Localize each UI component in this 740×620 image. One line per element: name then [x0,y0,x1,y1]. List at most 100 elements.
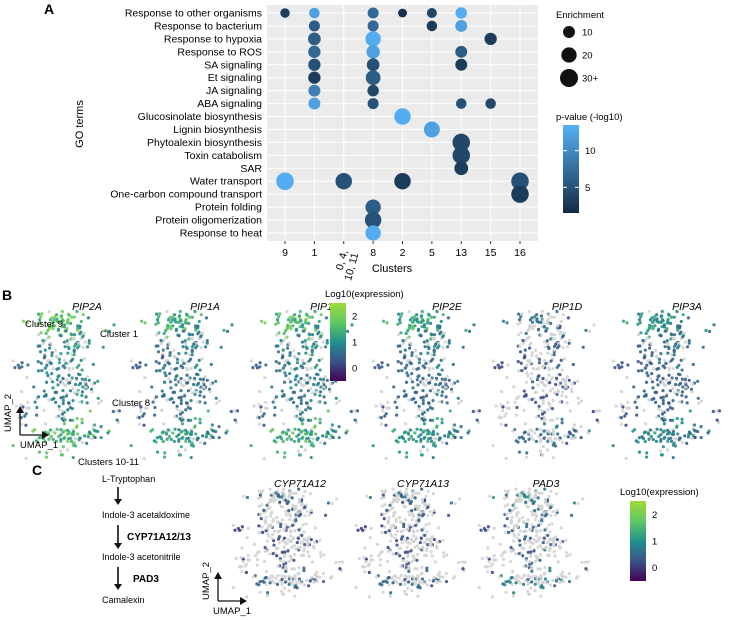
umap-cell [567,430,572,434]
umap-cell [311,437,315,441]
umap-cell [63,418,67,422]
umap-cell [399,573,403,578]
umap-cell [397,436,401,440]
umap-cell [157,361,161,365]
umap-cell [667,346,671,351]
umap-cell [546,439,550,443]
umap-cell [653,431,657,435]
umap-cell [334,396,338,400]
umap-cell [394,533,398,537]
umap-cell [536,496,540,500]
umap-cell [414,400,418,404]
umap-cell [515,574,519,578]
umap-cell [156,350,161,354]
umap-cell [256,496,261,501]
umap-cell [587,329,592,333]
umap-cell [290,545,294,549]
umap-cell [425,341,430,346]
umap-cell [308,406,313,411]
umap-cell [493,365,497,370]
umap-cell [286,549,290,553]
umap-cell [255,563,259,567]
umap-cell [193,416,197,421]
umap-cell [420,380,425,385]
umap-cell [516,312,521,316]
umap-cell [302,394,307,398]
umap-cell [61,445,65,449]
umap-cell [384,579,388,583]
umap-cell [432,575,437,580]
umap-cell [87,341,91,345]
umap-cell [436,432,440,436]
umap-cell [549,333,554,337]
umap-cell [696,379,700,383]
umap-cell [353,409,357,413]
umap-cell [368,495,373,500]
umap-cell [666,408,670,412]
umap-cell [566,316,571,320]
enrichment-legend-label: 20 [582,51,593,62]
umap-cell [558,400,562,404]
umap-cell [306,550,310,554]
umap-cell [406,550,410,554]
umap-cell [635,413,639,417]
umap-cell [50,353,54,358]
umap-cell [671,432,676,437]
umap-cell [444,571,448,576]
umap-cell [528,494,533,498]
umap-cell [697,401,701,405]
umap-cell [649,434,653,439]
umap-cell [659,433,663,437]
umap-cell [155,318,160,322]
umap-cell [423,384,428,388]
umap-cell [187,315,192,319]
dot-9-point [280,8,290,18]
umap-cell [283,451,287,455]
dot-13-point [452,133,471,152]
umap-cell [540,547,544,551]
umap-cell [417,361,422,365]
umap-cell [562,575,566,579]
umap-cell [625,376,629,380]
umap-cell [292,439,296,443]
umap-cell [297,428,301,432]
umap-cell [308,579,312,583]
umap-cell [244,570,248,575]
umap-cell [292,552,297,557]
umap-cell [409,549,413,553]
umap-cell [395,539,399,543]
umap-cell [433,444,438,448]
umap-cell [323,401,327,405]
umap-cell [651,386,655,390]
umap-cell [442,357,446,361]
umap-cell [416,594,420,598]
dot-8-point [367,20,379,32]
umap-cell [687,430,692,434]
umap-cell [279,522,283,526]
go-term-label: Lignin biosynthesis [173,124,262,136]
umap-cell [309,387,313,391]
umap-cell [434,342,438,346]
gene-title: PAD3 [533,478,560,490]
umap-cell [539,334,543,338]
umap-cell [660,309,664,314]
umap-cell [441,551,446,555]
umap-cell [312,342,316,346]
umap-cell [406,527,410,531]
umap-cell [527,487,532,491]
umap-cell [386,545,390,550]
umap-cell [137,416,141,420]
umap-cell [436,324,440,328]
umap-cell [636,369,641,373]
umap-cell [675,309,679,314]
umap-cell [387,508,391,513]
panel-c-legend-tick: 2 [652,510,657,521]
umap-cell [299,581,303,585]
umap-cell [173,378,177,382]
umap-cell [539,352,543,356]
umap-cell [687,378,691,382]
umap-cell [191,444,196,448]
umap-cell [181,418,185,422]
umap-cell [87,378,91,382]
umap-cell [431,366,435,371]
